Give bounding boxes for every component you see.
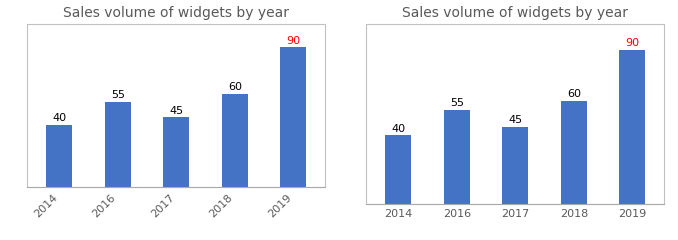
Title: Sales volume of widgets by year: Sales volume of widgets by year xyxy=(63,6,290,20)
Bar xyxy=(280,47,306,187)
Text: 90: 90 xyxy=(625,38,639,48)
Bar xyxy=(619,50,645,204)
Text: 90: 90 xyxy=(286,36,300,46)
Bar xyxy=(502,127,528,204)
Bar xyxy=(222,94,248,187)
Bar xyxy=(163,117,189,187)
Title: Sales volume of widgets by year: Sales volume of widgets by year xyxy=(402,6,629,20)
Text: 55: 55 xyxy=(111,90,125,100)
Text: 60: 60 xyxy=(567,90,581,99)
Text: 40: 40 xyxy=(391,124,405,134)
Text: 45: 45 xyxy=(508,115,522,125)
Text: 60: 60 xyxy=(228,82,242,92)
Bar xyxy=(104,102,131,187)
Text: 40: 40 xyxy=(52,114,66,123)
Text: 55: 55 xyxy=(450,98,464,108)
Bar xyxy=(385,135,412,204)
Bar xyxy=(561,101,587,204)
Bar xyxy=(443,110,470,204)
Text: 45: 45 xyxy=(170,106,183,116)
Bar xyxy=(46,125,73,187)
